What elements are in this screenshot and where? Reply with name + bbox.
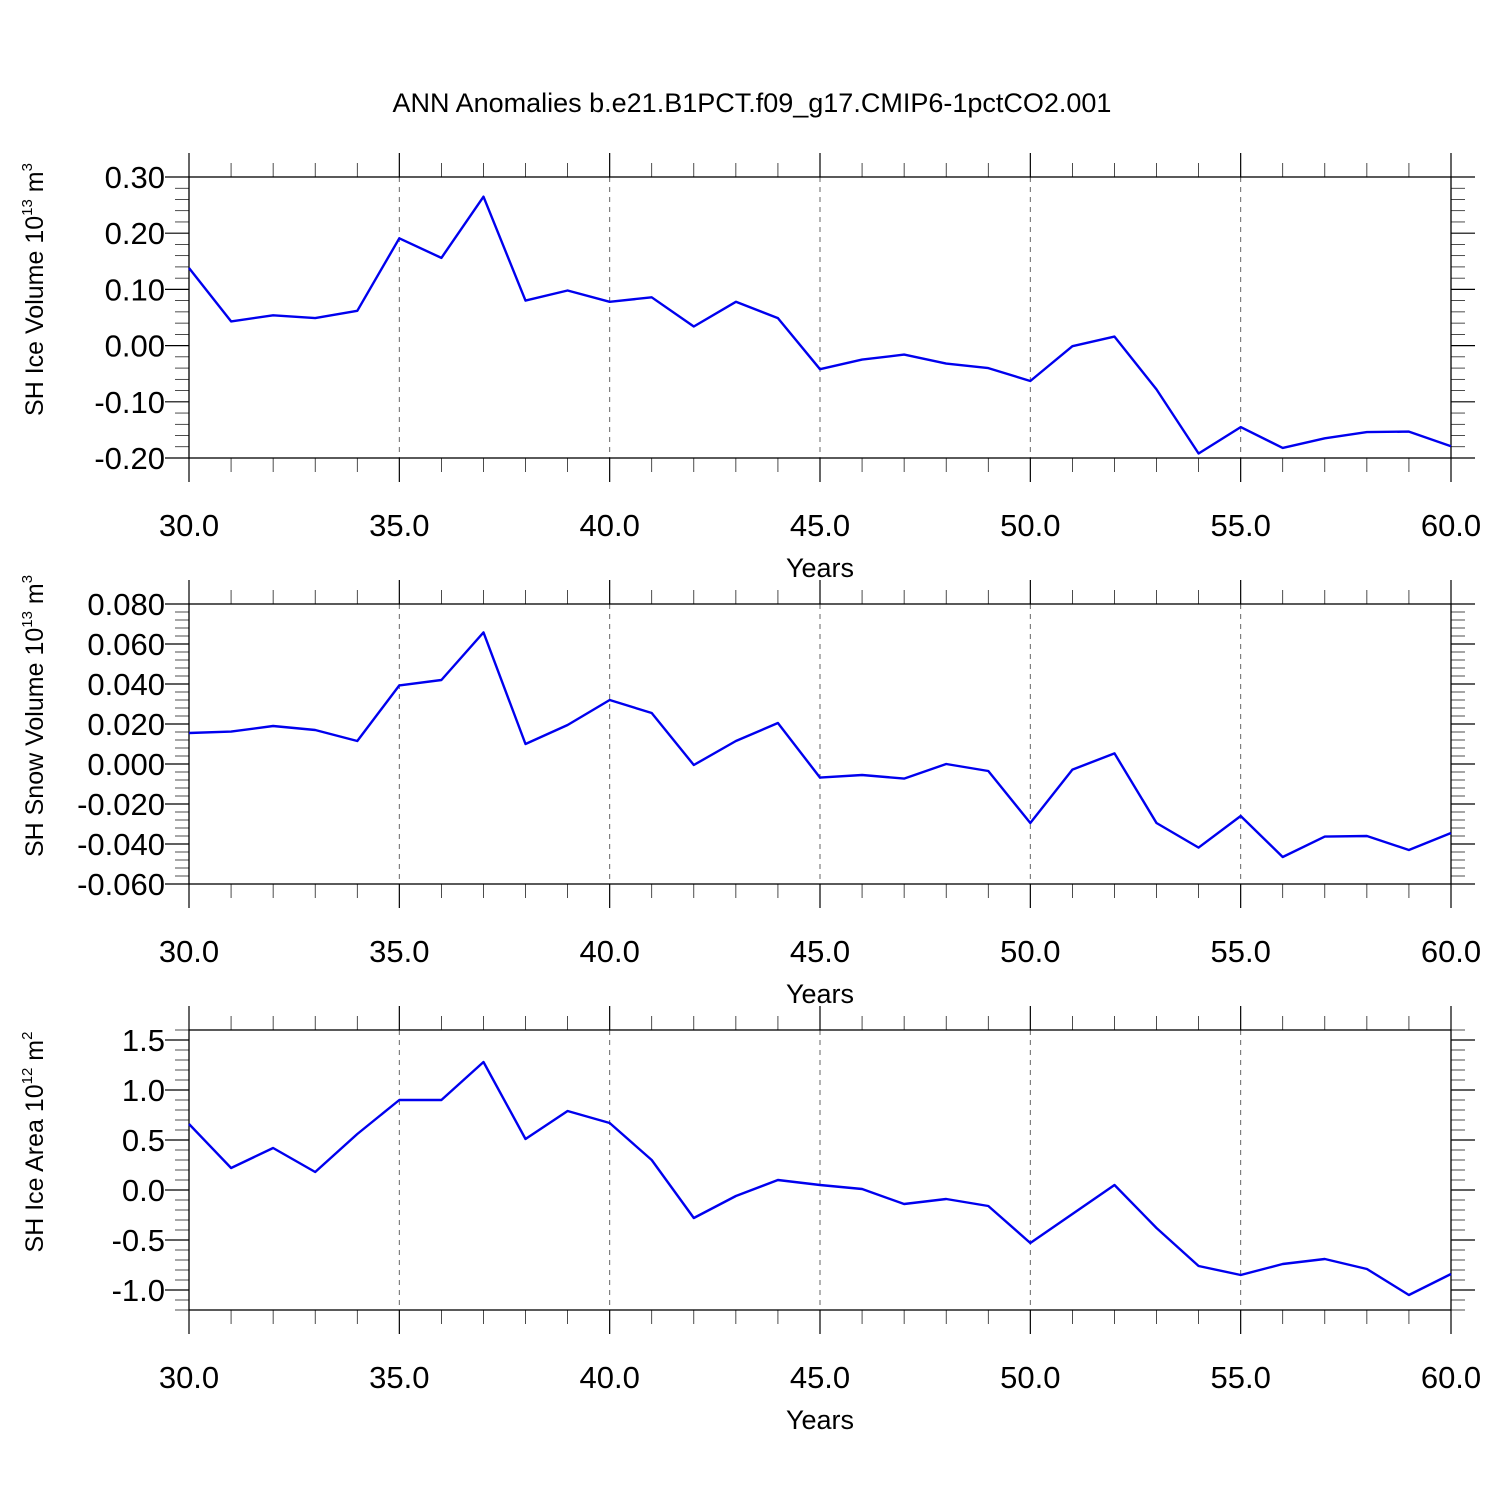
x-axis-label: Years (786, 979, 854, 1009)
y-tick-label: 0.000 (87, 747, 165, 782)
y-tick-label: 0.10 (105, 272, 165, 307)
y-tick-label: -0.20 (94, 441, 165, 476)
panel-3: -1.0 -0.5 0.0 0.5 1.0 1.5 30.0 35.0 40.0 45.0 50.0… (19, 1006, 1481, 1435)
x-tick-label: 30.0 (159, 934, 219, 969)
y-tick-label: 0.0 (122, 1173, 165, 1208)
series-line (188, 195, 1452, 455)
y-tick-label: 1.5 (122, 1023, 165, 1058)
x-tick-label: 50.0 (1000, 1360, 1060, 1395)
x-tick-label: 60.0 (1421, 1360, 1481, 1395)
x-tick-label: 40.0 (579, 508, 639, 543)
y-axis-label: SH Ice Volume 1013 m3 (19, 163, 49, 416)
y-tick-label: -0.040 (77, 827, 165, 862)
figure-title: ANN Anomalies b.e21.B1PCT.f09_g17.CMIP6-… (393, 88, 1112, 118)
x-tick-label: 55.0 (1210, 508, 1270, 543)
x-axis-label: Years (786, 1405, 854, 1435)
x-tick-label: 35.0 (369, 1360, 429, 1395)
y-tick-label: -0.020 (77, 787, 165, 822)
y-tick-label: 0.20 (105, 216, 165, 251)
x-tick-label: 50.0 (1000, 934, 1060, 969)
series-line (188, 1060, 1452, 1297)
x-tick-label: 35.0 (369, 934, 429, 969)
series-line (188, 631, 1452, 859)
x-tick-label: 45.0 (790, 508, 850, 543)
y-tick-label: -1.0 (112, 1273, 165, 1308)
x-tick-label: 30.0 (159, 508, 219, 543)
x-axis-label: Years (786, 553, 854, 583)
y-tick-label: 0.080 (87, 587, 165, 622)
y-axis-label: SH Snow Volume 1013 m3 (19, 575, 49, 857)
panel-2: -0.060 -0.040 -0.020 0.000 0.020 0.040 0.060 0.… (19, 575, 1481, 1009)
x-tick-label: 50.0 (1000, 508, 1060, 543)
y-tick-label: 1.0 (122, 1073, 165, 1108)
y-tick-label: 0.020 (87, 707, 165, 742)
y-tick-label: 0.040 (87, 667, 165, 702)
y-tick-label: 0.060 (87, 627, 165, 662)
x-tick-label: 35.0 (369, 508, 429, 543)
x-tick-label: 45.0 (790, 934, 850, 969)
y-tick-label: 0.00 (105, 329, 165, 364)
y-axis-label: SH Ice Area 1012 m2 (19, 1032, 49, 1253)
x-tick-label: 55.0 (1210, 934, 1270, 969)
x-tick-label: 40.0 (579, 934, 639, 969)
x-tick-label: 60.0 (1421, 934, 1481, 969)
y-tick-label: -0.5 (112, 1223, 165, 1258)
x-tick-label: 40.0 (579, 1360, 639, 1395)
x-tick-label: 55.0 (1210, 1360, 1270, 1395)
y-tick-label: -0.060 (77, 867, 165, 902)
y-tick-label: 0.30 (105, 160, 165, 195)
panel-1: -0.20 -0.10 0.00 0.10 0.20 0.30 30.0 35.0 40.0 45… (19, 153, 1481, 583)
x-tick-label: 60.0 (1421, 508, 1481, 543)
y-tick-label: -0.10 (94, 385, 165, 420)
x-tick-label: 45.0 (790, 1360, 850, 1395)
x-tick-label: 30.0 (159, 1360, 219, 1395)
y-tick-label: 0.5 (122, 1123, 165, 1158)
